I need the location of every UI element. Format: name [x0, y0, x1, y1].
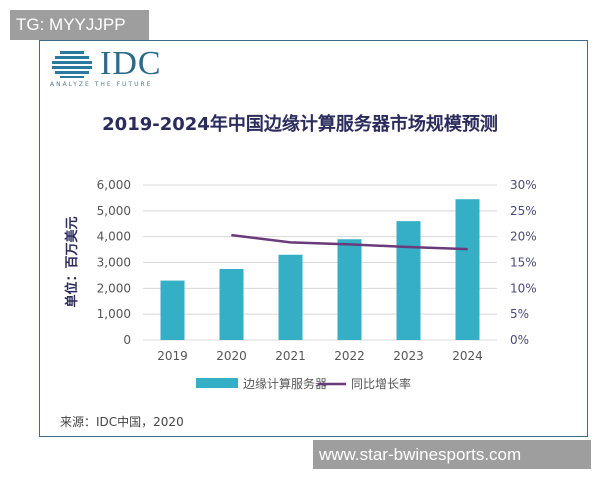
- watermark: www.star-bwinesports.com: [313, 440, 591, 469]
- bar: [337, 239, 362, 340]
- bar: [396, 221, 421, 340]
- y2-tick-label: 25%: [510, 204, 537, 218]
- growth-point: [349, 243, 350, 245]
- x-tick-label: 2024: [452, 349, 483, 363]
- x-tick-label: 2021: [275, 349, 306, 363]
- growth-point: [290, 241, 291, 243]
- logo: IDC: [100, 45, 162, 82]
- channel-label: TG: MYYJJPP: [10, 10, 149, 40]
- source-note: 来源：IDC中国，2020: [60, 415, 184, 429]
- logo-tagline: ANALYZE THE FUTURE: [50, 81, 153, 88]
- bar: [455, 199, 480, 340]
- growth-point: [231, 234, 232, 236]
- y-tick-label: 1,000: [97, 307, 131, 321]
- y2-tick-label: 30%: [510, 178, 537, 192]
- x-tick-label: 2019: [157, 349, 188, 363]
- chart-frame: [39, 40, 588, 437]
- y2-tick-label: 15%: [510, 256, 537, 270]
- y2-tick-label: 0%: [510, 333, 529, 347]
- chart-title: 2019-2024年中国边缘计算服务器市场规模预测: [102, 114, 498, 135]
- y-axis-label: 单位：百万美元: [64, 216, 80, 307]
- y-tick-label: 0: [123, 333, 131, 347]
- legend-label: 边缘计算服务器: [243, 376, 327, 391]
- y-tick-label: 6,000: [97, 178, 131, 192]
- x-tick-label: 2023: [393, 349, 424, 363]
- growth-point: [467, 248, 468, 250]
- y-tick-label: 3,000: [97, 256, 131, 270]
- y-tick-label: 4,000: [97, 230, 131, 244]
- legend-bar-swatch: [196, 378, 238, 388]
- y-tick-label: 5,000: [97, 204, 131, 218]
- y2-tick-label: 10%: [510, 281, 537, 295]
- bar: [219, 268, 244, 340]
- y-tick-label: 2,000: [97, 281, 131, 295]
- bar: [160, 280, 185, 340]
- growth-point: [408, 246, 409, 248]
- y2-tick-label: 20%: [510, 230, 537, 244]
- x-tick-label: 2020: [216, 349, 247, 363]
- bar: [278, 254, 303, 340]
- legend-label: 同比增长率: [351, 376, 411, 391]
- x-tick-label: 2022: [334, 349, 365, 363]
- y2-tick-label: 5%: [510, 307, 529, 321]
